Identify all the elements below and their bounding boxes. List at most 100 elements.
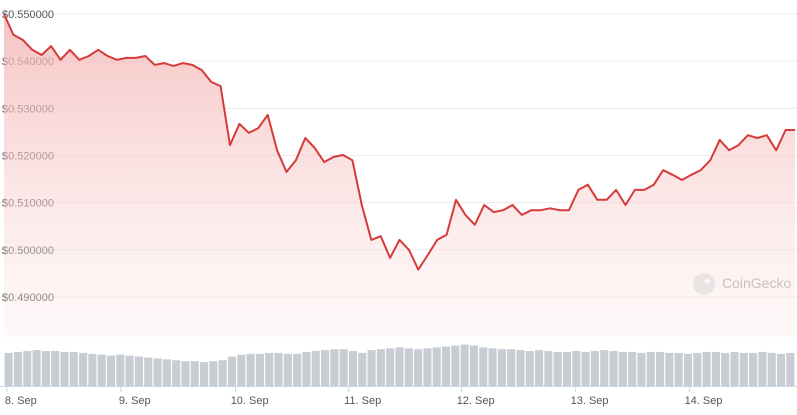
y-tick-label: $0.550000 (2, 9, 54, 21)
volume-bar (674, 352, 683, 386)
volume-bar (488, 348, 497, 386)
price-line (3, 13, 795, 271)
volume-bar (97, 354, 106, 386)
volume-bar (553, 351, 562, 386)
volume-bar (106, 355, 116, 386)
volume-bar (60, 351, 69, 386)
volume-bar (237, 354, 246, 386)
volume-bar (181, 361, 190, 386)
watermark-text: CoinGecko (722, 275, 791, 291)
volume-bar (581, 351, 590, 386)
volume-bar (656, 351, 665, 386)
volume-bar (404, 348, 413, 386)
x-tick-label: 12. Sep (457, 395, 495, 407)
volume-bar (116, 354, 125, 386)
volume-bar (507, 349, 516, 386)
volume-bar (479, 347, 488, 386)
volume-bar (227, 356, 237, 386)
volume-bar (776, 353, 786, 386)
volume-bar (590, 351, 599, 386)
volume-bar (153, 358, 162, 386)
volume-bar (786, 352, 795, 386)
volume-bar (283, 353, 292, 386)
volume-bar (535, 350, 544, 386)
volume-bar (88, 353, 97, 386)
volume-bar (609, 351, 618, 386)
volume-bar (274, 352, 283, 386)
volume-bar (665, 352, 674, 386)
volume-bar (739, 352, 748, 386)
volume-bar (23, 351, 32, 386)
volume-bar (618, 351, 627, 386)
volume-bar (721, 352, 730, 386)
volume-bar (4, 352, 13, 386)
volume-bar (255, 353, 264, 386)
volume-bar (339, 349, 348, 386)
volume-bar (41, 351, 50, 386)
volume-bar (646, 351, 655, 386)
volume-bar (432, 347, 441, 386)
volume-bar (144, 357, 153, 386)
volume-bar (358, 352, 367, 386)
volume-bar (246, 353, 255, 386)
volume-bar (693, 352, 702, 386)
volume-bar (125, 355, 134, 386)
volume-bar (730, 351, 739, 386)
volume-bar (451, 345, 460, 386)
volume-bar (600, 350, 609, 386)
volume-bar (544, 351, 553, 386)
volume-bar (134, 356, 143, 386)
volume-bar (32, 350, 41, 386)
volume-bar (749, 352, 758, 386)
volume-bar (386, 348, 395, 386)
volume-bar (414, 349, 423, 386)
volume-bar (79, 352, 88, 386)
volume-bar (311, 351, 320, 386)
x-tick-label: 11. Sep (344, 395, 381, 407)
volume-bar (302, 351, 311, 386)
x-tick-label: 10. Sep (231, 395, 269, 407)
volume-bar (367, 350, 376, 386)
volume-bar (293, 353, 302, 386)
volume-bar (711, 351, 720, 386)
x-tick-label: 14. Sep (685, 395, 723, 407)
area (4, 14, 795, 337)
volume-bar (637, 352, 646, 386)
volume-bar (172, 360, 181, 386)
volume-bar (321, 350, 330, 386)
logo-eye (704, 278, 710, 284)
volume-bar (190, 361, 199, 386)
x-tick-label: 8. Sep (5, 395, 37, 407)
logo (693, 273, 715, 295)
volume-bar (265, 352, 274, 386)
volume-bar (423, 348, 432, 386)
volume-bar (200, 362, 209, 386)
volume-bar (376, 349, 385, 386)
volume-bar (13, 351, 23, 386)
volume-bar (758, 351, 767, 386)
volume-bar (497, 349, 506, 386)
volume-bar (767, 352, 776, 386)
volume-bar (441, 346, 451, 386)
volume-bar (51, 351, 60, 386)
volume-bar (395, 347, 404, 386)
volume-bar (162, 359, 171, 386)
volume-bar (469, 345, 478, 386)
volume-bar (702, 351, 711, 386)
watermark: CoinGecko (693, 273, 791, 295)
x-tick-label: 9. Sep (119, 395, 151, 407)
volume-bar (562, 351, 572, 386)
volume-bar (348, 351, 358, 386)
x-tick-label: 13. Sep (571, 395, 609, 407)
volume-bar (683, 353, 693, 386)
volume-bar (516, 350, 525, 386)
volume-bar (572, 351, 581, 386)
volume-bar (330, 349, 339, 386)
volume-bar (628, 351, 637, 386)
volume-bar (209, 361, 218, 386)
volume-bar (69, 351, 78, 386)
volume-bar (218, 360, 227, 386)
volume-bar (460, 344, 469, 386)
